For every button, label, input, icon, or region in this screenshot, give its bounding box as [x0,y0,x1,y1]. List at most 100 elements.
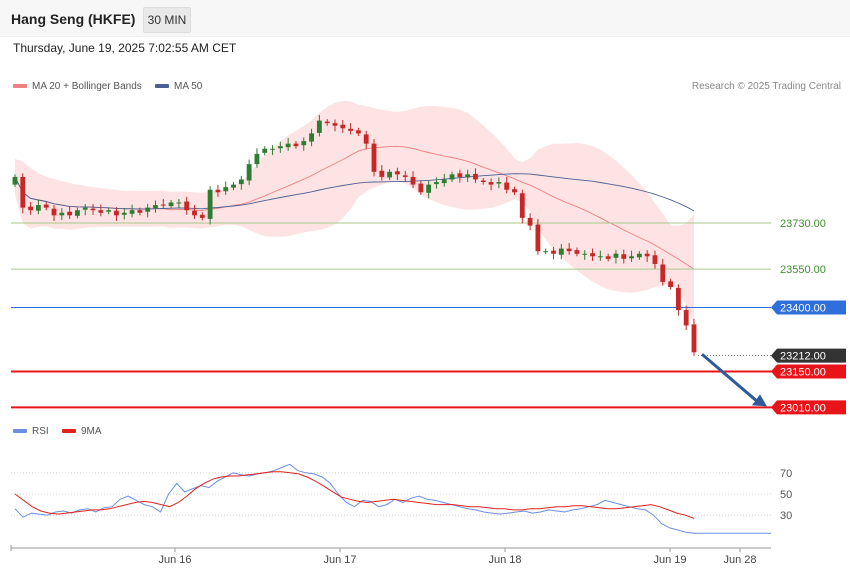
candle-body [613,253,619,258]
candle-body [434,182,439,185]
candle-body [332,123,338,126]
legend-9ma: 9MA [62,426,102,437]
candle-body [231,184,236,188]
price-level-tag [771,300,846,315]
candle-body [262,148,268,153]
header-bar: Hang Seng (HKFE) 30 MIN [0,0,850,37]
candle-body [355,130,361,134]
candle-body [184,201,190,211]
candle-body [558,248,564,255]
ma20-swatch [13,84,27,89]
rsi-label: RSI [32,426,49,437]
rsi-panel[interactable]: 70 50 30 [11,463,792,534]
candle-body [106,210,112,212]
candle-body [153,205,158,209]
ma9-label: 9MA [81,426,102,437]
price-level-label: 23550.00 [780,264,826,276]
candle-body [270,148,275,150]
price-level-label: 23400.00 [780,302,826,314]
price-level-label: 23730.00 [780,218,826,230]
projection-arrowhead [752,394,767,407]
bollinger-band [15,100,694,325]
copyright-text: Research © 2025 Trading Central [691,81,841,92]
candle-body [168,202,174,207]
candle-body [527,217,533,226]
candle-body [363,134,369,144]
rsi-line [14,463,695,534]
candle-body [395,171,400,175]
rsi-tick-label: 70 [780,468,792,480]
ma50-swatch [155,84,169,89]
candle-body [28,206,34,211]
candle-body [207,189,213,219]
instrument-title: Hang Seng (HKFE) [11,11,136,27]
candle-body [636,253,642,258]
candle-body [371,143,377,172]
candle-body [418,183,424,193]
candle-body [316,120,322,133]
rsi-swatch [13,429,27,434]
candle-body [301,141,307,146]
candle-body [75,210,80,216]
candle-body [519,193,525,218]
candle-body [660,264,666,282]
projection-arrow [701,353,757,402]
price-level-label: 23010.00 [780,402,826,414]
ma20-label: MA 20 + Bollinger Bands [32,81,142,92]
candle-body [621,254,627,259]
candle-body [473,173,478,180]
candle-body [324,121,330,124]
candle-body [160,204,166,206]
candle-body [192,210,197,216]
candle-body [379,170,385,177]
candle-body [426,184,432,193]
candle-body [496,182,502,184]
candle-body [457,173,463,177]
price-level-tag [771,364,846,379]
candle-body [223,187,229,192]
candle-body [340,124,346,129]
candle-body [551,250,556,254]
candle-body [480,180,486,183]
chart-datetime: Thursday, June 19, 2025 7:02:55 AM CET [13,41,237,55]
candle-body [691,324,697,353]
candle-body [590,253,595,257]
candle-body [137,210,143,213]
candle-body [504,182,510,190]
candle-body [387,171,393,178]
x-tick-label: Jun 17 [323,554,356,566]
candle-body [605,256,611,259]
ma9-swatch [62,429,76,434]
candle-body [12,176,18,185]
candle-body [293,143,299,147]
rsi-ma-line [14,471,695,519]
price-level-label: 23212.00 [780,351,826,363]
price-panel[interactable]: 23730.00 23550.00 23400.00 23212.00 23150.00… [11,100,846,415]
candle-body [98,210,104,213]
candle-body [121,212,127,215]
ma50-line [14,173,695,212]
candle-body [309,133,314,142]
rsi-tick-label: 30 [780,510,792,522]
candle-body [566,248,572,252]
legend-ma50: MA 50 [155,81,202,92]
legend-ma20: MA 20 + Bollinger Bands [13,81,142,92]
candle-body [410,176,416,185]
candle-body [574,250,580,254]
candle-body [246,164,252,181]
candle-body [629,256,634,259]
price-level-tag [771,348,846,363]
candle-body [43,204,49,208]
price-level-label: 23150.00 [780,366,826,378]
candle-body [238,179,244,185]
candle-body [668,281,674,287]
x-tick-label: Jun 28 [723,554,756,566]
candle-body [254,153,260,165]
candle-body [597,256,603,258]
timeframe-button[interactable]: 30 MIN [143,7,191,33]
candle-body [277,146,283,149]
rsi-tick-label: 50 [780,489,792,501]
candle-body [582,253,588,255]
candle-body [441,179,447,184]
